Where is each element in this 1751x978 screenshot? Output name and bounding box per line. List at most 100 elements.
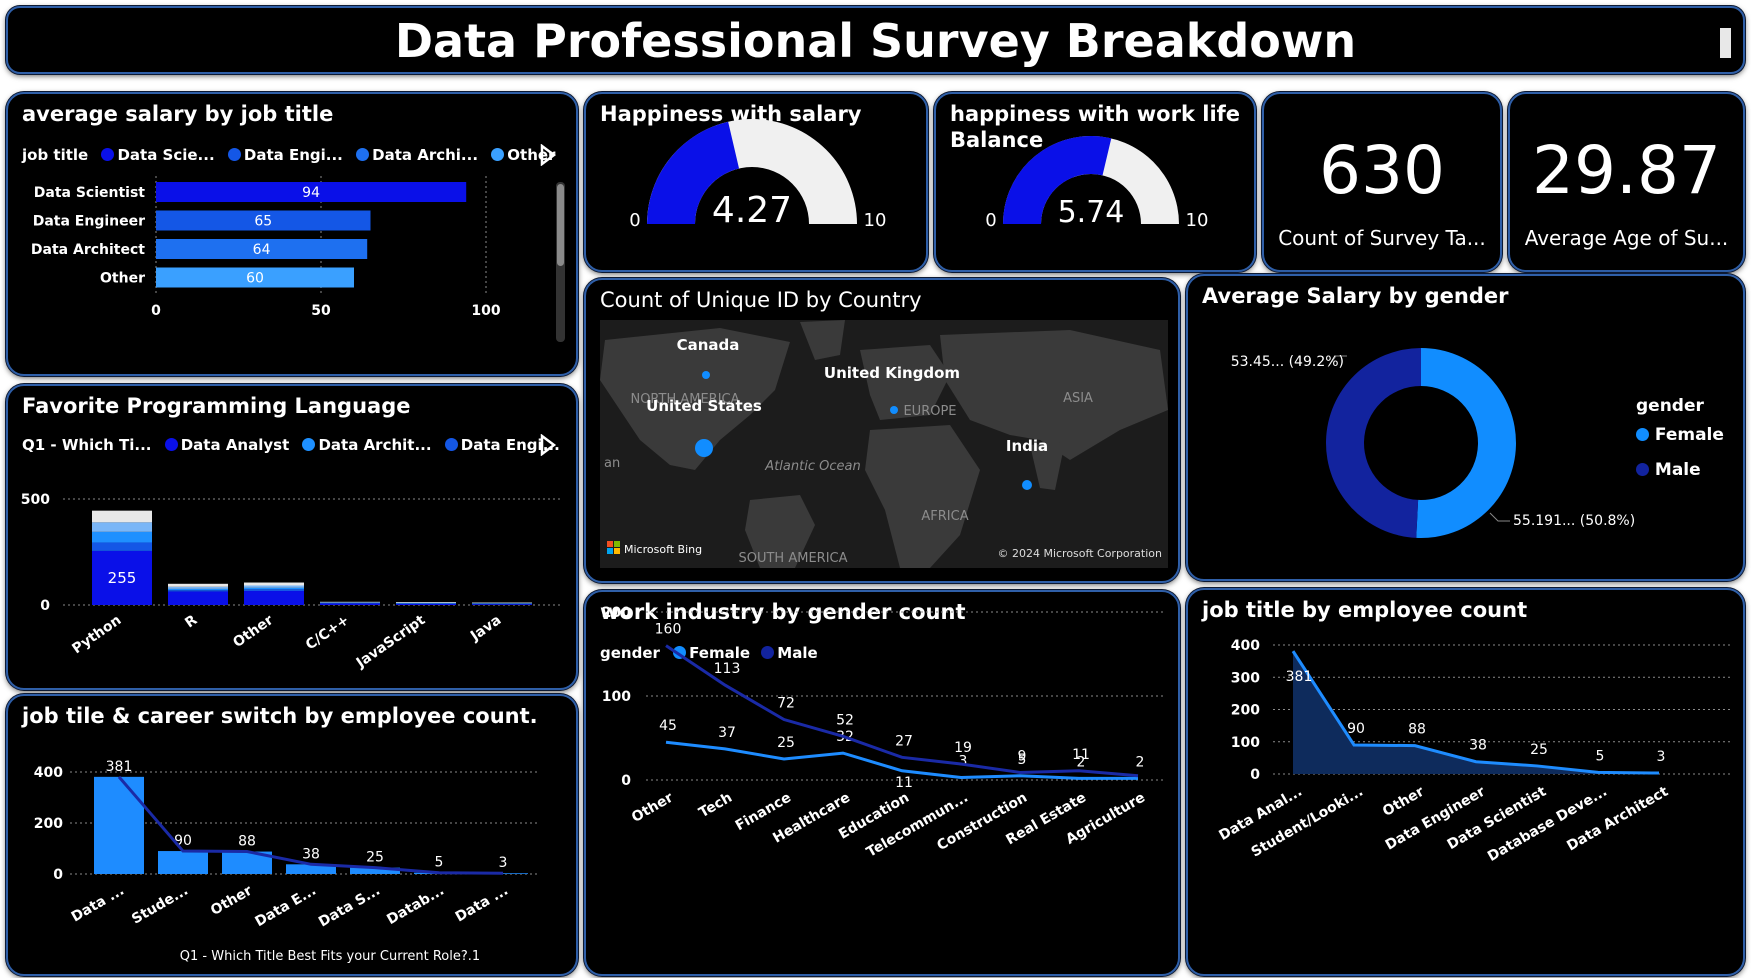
legend-item: Female (689, 644, 751, 662)
x-category-label: Other (230, 612, 276, 651)
panel-title: average salary by job title (22, 102, 334, 126)
scroll-handle[interactable] (1720, 28, 1731, 58)
bar (94, 776, 144, 874)
data-label: 25 (777, 735, 795, 751)
age-card: 29.87 Average Age of Su... (1508, 92, 1745, 272)
stacked-bar-segment (92, 522, 152, 532)
bar-value-label: 381 (106, 759, 133, 775)
map-panel: Count of Unique ID by Country NORTH AMER… (584, 278, 1180, 583)
legend-dot (302, 438, 316, 451)
y-tick-label: 400 (1231, 638, 1260, 654)
stacked-bar-segment (92, 542, 152, 551)
legend-item: Data Engi... (460, 436, 560, 454)
data-label: 27 (895, 733, 913, 749)
stacked-bar-segment (168, 583, 228, 587)
bar (156, 210, 371, 231)
data-label: 160 (655, 622, 682, 638)
stacked-bar-segment (320, 603, 380, 605)
legend-item: Data Analyst (180, 436, 290, 454)
gauge-min-label: 0 (985, 210, 996, 231)
data-label: 25 (1530, 742, 1548, 758)
legend-title: gender (600, 644, 660, 662)
country-label: United Kingdom (824, 364, 960, 382)
stacked-bar-segment (168, 591, 228, 605)
gauge-min-label: 0 (629, 210, 640, 231)
series-line (665, 644, 1139, 778)
legend-next-arrow-icon[interactable] (539, 434, 557, 456)
panel-title: job tile & career switch by employee cou… (22, 704, 538, 728)
stacked-bar-segment (244, 582, 304, 586)
bar (156, 182, 467, 202)
bar (158, 851, 208, 874)
stacked-bar-segment (396, 602, 456, 603)
x-category-label: Tech (696, 790, 735, 822)
area-fill (1293, 651, 1659, 774)
stacked-bar-segment (92, 531, 152, 543)
legend-dot (761, 646, 775, 659)
legend-title: job title (22, 146, 89, 164)
bar (156, 267, 354, 288)
x-category-label: Other (629, 790, 676, 826)
x-category-label: Data S... (316, 883, 383, 931)
map-region-label: ASIA (1063, 391, 1093, 406)
panel-title: Favorite Programming Language (22, 394, 411, 418)
data-label: 5 (1018, 752, 1027, 768)
legend-dot (444, 438, 458, 451)
x-category-label: Java (467, 612, 504, 645)
y-tick-label: 100 (1231, 735, 1260, 751)
leader-line (1327, 355, 1347, 368)
legend-dot (356, 148, 370, 161)
y-tick-label: 500 (21, 492, 50, 508)
panel-title: job title by employee count (1202, 598, 1528, 622)
stacked-bar-segment (244, 585, 304, 588)
x-category-label: Stude... (129, 883, 191, 928)
legend-item: Data Engi... (243, 146, 343, 164)
legend-item-male: Male (1636, 460, 1701, 480)
age-label: Average Age of Su... (1524, 226, 1729, 250)
x-category-label: C/C++ (303, 612, 352, 653)
happiness-worklife-panel: happiness with work life Balance 5.74 0 10 (934, 92, 1256, 272)
y-tick-label: 200 (1231, 703, 1260, 719)
x-tick-label: 0 (151, 303, 161, 319)
legend-dot (101, 148, 115, 161)
gauge-max-label: 10 (1186, 210, 1209, 231)
donut-slice (1416, 348, 1516, 538)
map-region-label: NORTH AMERICA (630, 392, 739, 407)
y-category-label: Other (100, 271, 145, 287)
legend-title: Q1 - Which Ti... (22, 436, 152, 454)
country-bubble (890, 406, 898, 414)
y-tick-label: 300 (1231, 670, 1260, 686)
gauge-chart: 4.27 0 10 (629, 119, 886, 231)
legend-dot (164, 438, 178, 451)
stacked-bar-segment (244, 589, 304, 592)
y-category-label: Data Scientist (34, 185, 146, 201)
gauge-value: 4.27 (712, 190, 792, 231)
data-label: 90 (1347, 721, 1365, 737)
leader-line (1489, 512, 1510, 522)
fav-language-panel: Favorite Programming Language Q1 - Which… (6, 384, 578, 690)
data-label: 72 (777, 696, 795, 712)
legend: gender Female Male (600, 644, 818, 662)
bar-value-label: 38 (302, 846, 320, 862)
y-tick-label: 400 (34, 765, 63, 781)
north-america-landmass (600, 328, 790, 470)
country-label: India (1006, 437, 1048, 455)
y-tick-label: 0 (40, 598, 50, 614)
data-label: 88 (1408, 722, 1426, 738)
map-copyright: © 2024 Microsoft Corporation (997, 547, 1162, 560)
gauge-fill (1003, 136, 1112, 224)
y-tick-label: 0 (53, 867, 63, 883)
data-label: 113 (714, 661, 741, 677)
scrollbar[interactable] (556, 182, 565, 342)
legend-next-arrow-icon[interactable] (539, 144, 557, 166)
job-title-count-panel: job title by employee count 0 100 200 300 40… (1186, 588, 1745, 976)
asia-landmass (940, 330, 1168, 460)
world-map[interactable]: NORTH AMERICA EUROPE ASIA Atlantic Ocean AFR… (600, 320, 1168, 568)
y-tick-label: 200 (34, 816, 63, 832)
africa-landmass (865, 425, 980, 568)
legend: job title Data Scie... Data Engi... Data… (22, 146, 555, 164)
bar-value-label: 60 (246, 271, 264, 287)
data-label: 37 (718, 725, 736, 741)
stacked-bar-segment (168, 588, 228, 591)
greenland-landmass (800, 320, 845, 360)
